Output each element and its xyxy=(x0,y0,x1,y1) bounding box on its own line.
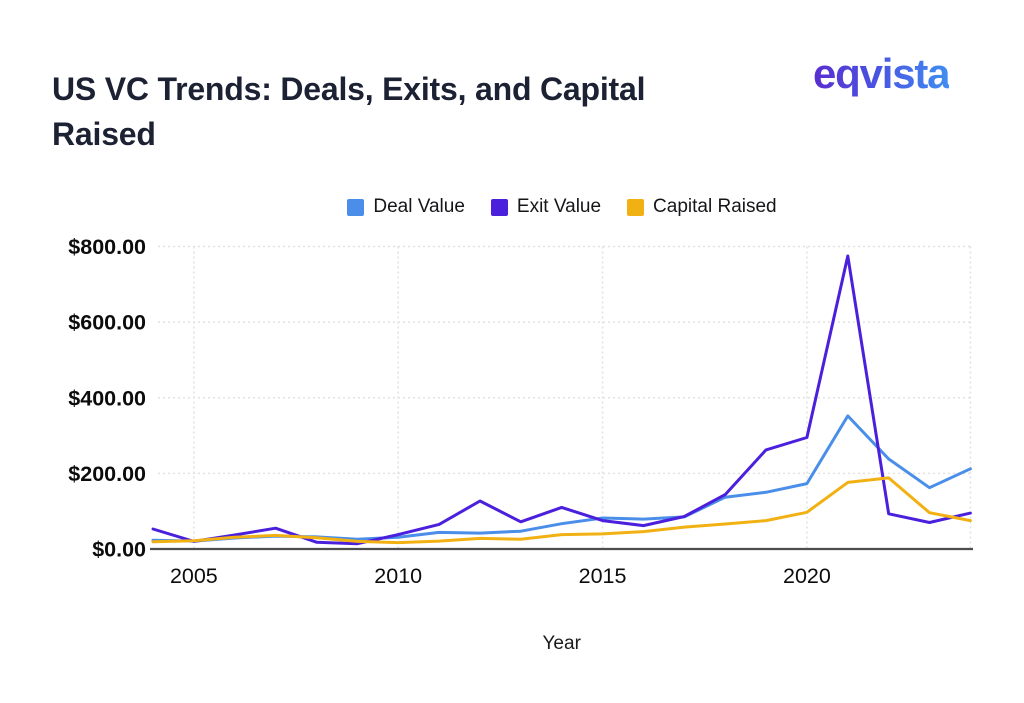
x-axis-title: Year xyxy=(543,633,582,654)
legend-label-deal-value: Deal Value xyxy=(373,196,465,217)
page-title: US VC Trends: Deals, Exits, and Capital … xyxy=(52,71,646,153)
deal-value-line xyxy=(151,414,972,543)
legend-item-exit-value: Exit Value xyxy=(490,196,602,218)
x-tick-label: 2015 xyxy=(579,564,627,588)
deal-value-swatch-icon xyxy=(347,198,365,216)
y-tick-label: $0.00 xyxy=(92,538,146,562)
exit-value-swatch-icon xyxy=(490,198,508,216)
x-tick-label: 2005 xyxy=(170,564,218,588)
legend-item-deal-value: Deal Value xyxy=(347,196,465,218)
chart-legend: Deal Value Exit Value Capital Raised xyxy=(153,196,971,218)
capital-raised-line xyxy=(151,476,972,545)
exit-value-line xyxy=(151,254,972,546)
y-tick-label: $600.00 xyxy=(68,311,146,335)
y-tick-label: $200.00 xyxy=(68,462,146,486)
x-tick-label: 2020 xyxy=(783,564,831,588)
legend-item-capital-raised: Capital Raised xyxy=(627,196,777,218)
legend-label-capital-raised: Capital Raised xyxy=(653,196,777,217)
y-tick-label: $800.00 xyxy=(68,235,146,259)
eqvista-logo: eqvista xyxy=(813,50,951,97)
y-tick-label: $400.00 xyxy=(68,386,146,410)
x-tick-label: 2010 xyxy=(374,564,422,588)
capital-raised-swatch-icon xyxy=(627,198,645,216)
legend-label-exit-value: Exit Value xyxy=(516,196,602,217)
